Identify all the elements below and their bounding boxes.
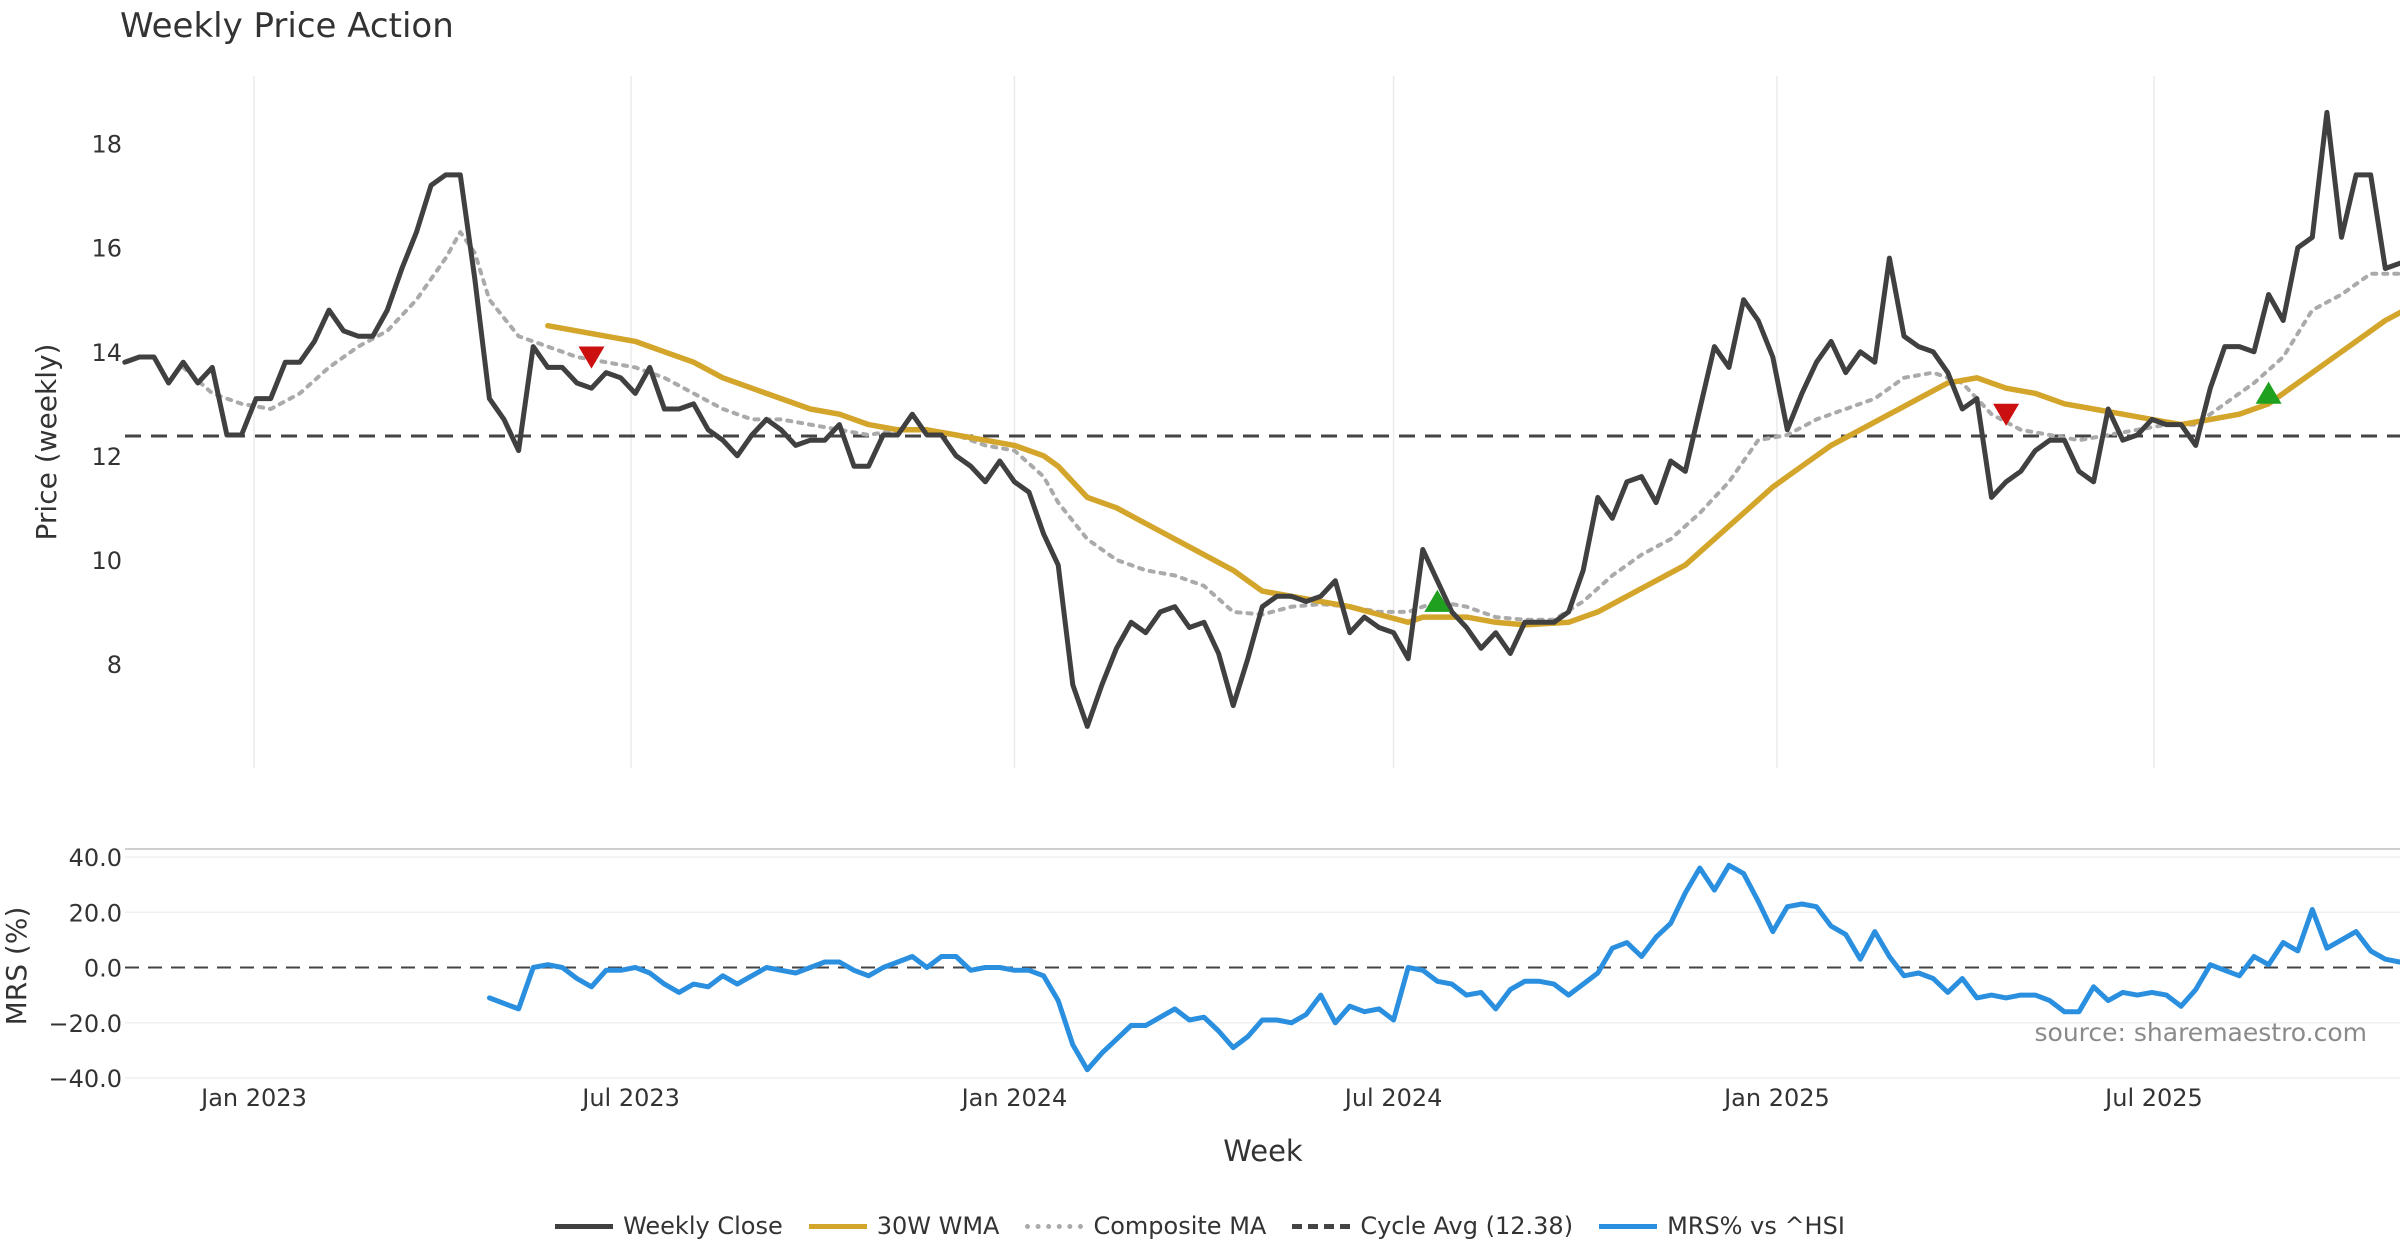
wma-30w-line xyxy=(545,309,2400,628)
legend-label-weekly-close: Weekly Close xyxy=(623,1212,783,1240)
mrs-y-tick-label: −20.0 xyxy=(48,1010,122,1038)
x-tick-label: Jul 2024 xyxy=(1343,1084,1443,1112)
x-tick-label: Jan 2025 xyxy=(1722,1084,1830,1112)
mrs-y-tick-label: 40.0 xyxy=(69,844,122,872)
x-tick-label: Jan 2024 xyxy=(960,1084,1068,1112)
legend-item-mrs: MRS% vs ^HSI xyxy=(1599,1212,1845,1240)
composite-ma-line xyxy=(181,230,2400,622)
x-tick-label: Jan 2023 xyxy=(199,1084,307,1112)
x-tick-label: Jul 2025 xyxy=(2103,1084,2203,1112)
price-y-axis-label: Price (weekly) xyxy=(30,344,63,541)
legend-swatch-30w-wma xyxy=(808,1223,867,1229)
weekly-close-line xyxy=(122,109,2400,729)
legend-label-composite-ma: Composite MA xyxy=(1093,1212,1267,1240)
price-y-tick-label: 10 xyxy=(91,547,122,575)
legend-label-cycle-avg: Cycle Avg (12.38) xyxy=(1360,1212,1574,1240)
legend-label-30w-wma: 30W WMA xyxy=(876,1212,1000,1240)
x-axis-label: Week xyxy=(1223,1134,1303,1168)
legend-swatch-composite-ma xyxy=(1025,1223,1084,1229)
source-note: source: sharemaestro.com xyxy=(2034,1018,2368,1047)
chart-title: Weekly Price Action xyxy=(120,6,454,46)
mrs-y-tick-label: 20.0 xyxy=(69,899,122,927)
legend-swatch-weekly-close xyxy=(555,1223,614,1229)
price-y-tick-label: 8 xyxy=(107,651,122,679)
mrs-y-tick-label: −40.0 xyxy=(48,1065,122,1093)
buy-signal-marker xyxy=(1424,589,1451,612)
price-y-tick-label: 18 xyxy=(91,131,122,159)
x-tick-label: Jul 2023 xyxy=(580,1084,680,1112)
price-y-tick-label: 14 xyxy=(91,339,122,367)
price-y-tick-label: 16 xyxy=(91,235,122,263)
legend-item-composite-ma: Composite MA xyxy=(1025,1212,1266,1240)
legend-item-weekly-close: Weekly Close xyxy=(555,1212,783,1240)
price-y-tick-label: 12 xyxy=(91,443,122,471)
legend-item-cycle-avg: Cycle Avg (12.38) xyxy=(1292,1212,1573,1240)
legend-swatch-cycle-avg xyxy=(1292,1223,1351,1229)
mrs-y-axis-label: MRS (%) xyxy=(0,907,33,1026)
legend: Weekly Close 30W WMA Composite MA Cycle … xyxy=(0,1212,2400,1240)
mrs-line xyxy=(486,862,2400,1073)
mrs-y-tick-label: 0.0 xyxy=(84,955,122,983)
legend-swatch-mrs xyxy=(1599,1223,1658,1229)
sell-signal-marker xyxy=(1993,403,2020,426)
sell-signal-marker xyxy=(578,346,605,369)
buy-signal-marker xyxy=(2255,381,2282,404)
legend-item-30w-wma: 30W WMA xyxy=(808,1212,1000,1240)
legend-label-mrs: MRS% vs ^HSI xyxy=(1667,1212,1845,1240)
